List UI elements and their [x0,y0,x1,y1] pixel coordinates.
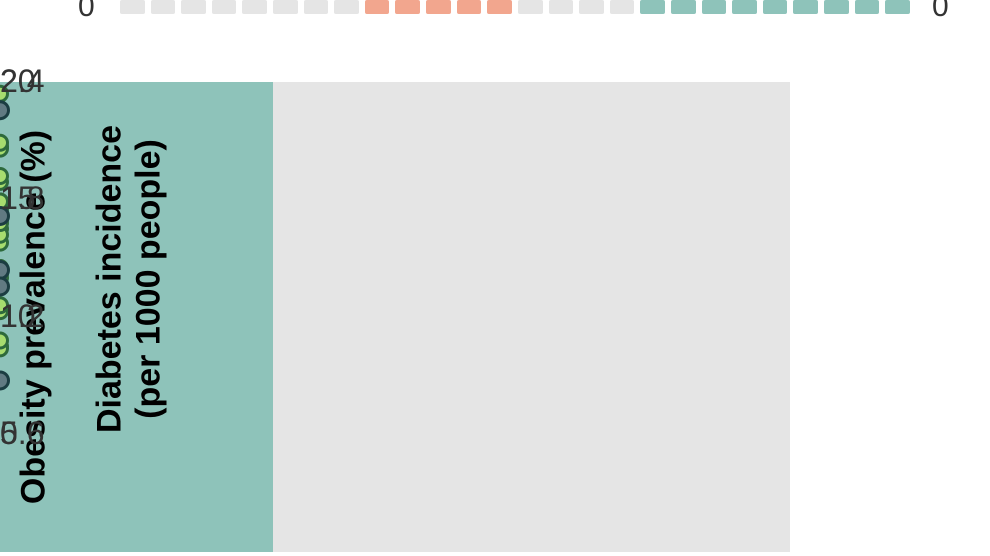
y-right-tick-label: 1.2 [0,298,44,335]
obesity-marker [0,372,9,389]
y-right-tick-label: 0.6 [0,415,44,452]
y-right-tick-label: 2.4 [0,63,44,100]
chart-svg [0,0,990,556]
y-right-tick-label: 1.8 [0,180,44,217]
obesity-marker [0,278,9,295]
diabetes-marker [0,333,8,348]
diabetes-marker [0,135,8,150]
obesity-marker [0,262,9,279]
obesity-marker [0,102,9,119]
